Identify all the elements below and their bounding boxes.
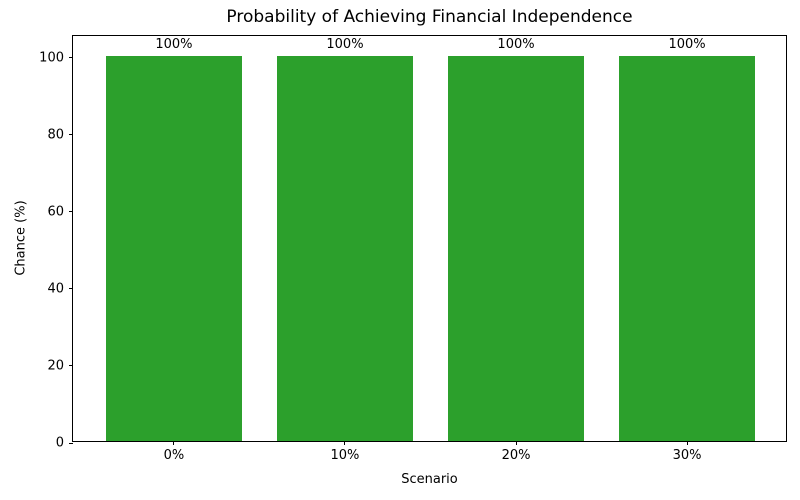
y-tick-label: 20 [47, 358, 64, 374]
chart-title: Probability of Achieving Financial Indep… [226, 7, 633, 27]
y-tick-label: 100 [39, 50, 64, 66]
x-tick-mark [515, 441, 517, 445]
bar [447, 55, 585, 441]
x-tick-label: 0% [163, 448, 185, 463]
bar-value-label: 100% [155, 36, 193, 52]
x-tick-label: 10% [330, 448, 360, 463]
x-tick-mark [686, 441, 688, 445]
y-tick-label: 40 [47, 281, 64, 297]
x-tick-label: 20% [501, 448, 531, 463]
bar-value-label: 100% [668, 36, 706, 52]
bar-value-label: 100% [326, 36, 364, 52]
plot-area: 0 20 40 60 80 100 100% 0% 100% 10% 100% 20% 100% 30% [39, 35, 787, 463]
x-tick-mark [173, 441, 175, 445]
x-tick-label: 30% [672, 448, 702, 463]
y-tick-mark [69, 211, 73, 213]
bar [618, 55, 756, 441]
y-tick-mark [69, 365, 73, 367]
x-axis-label: Scenario [401, 472, 458, 487]
y-tick-mark [69, 442, 73, 444]
y-tick-label: 60 [47, 204, 64, 220]
bar [276, 55, 414, 441]
y-tick-label: 0 [55, 435, 64, 451]
bar [105, 55, 243, 441]
y-tick-mark [69, 134, 73, 136]
y-tick-label: 80 [47, 127, 64, 143]
y-tick-mark [69, 57, 73, 59]
bar-value-label: 100% [497, 36, 535, 52]
x-tick-mark [344, 441, 346, 445]
y-axis-label: Chance (%) [13, 200, 29, 276]
y-tick-mark [69, 288, 73, 290]
